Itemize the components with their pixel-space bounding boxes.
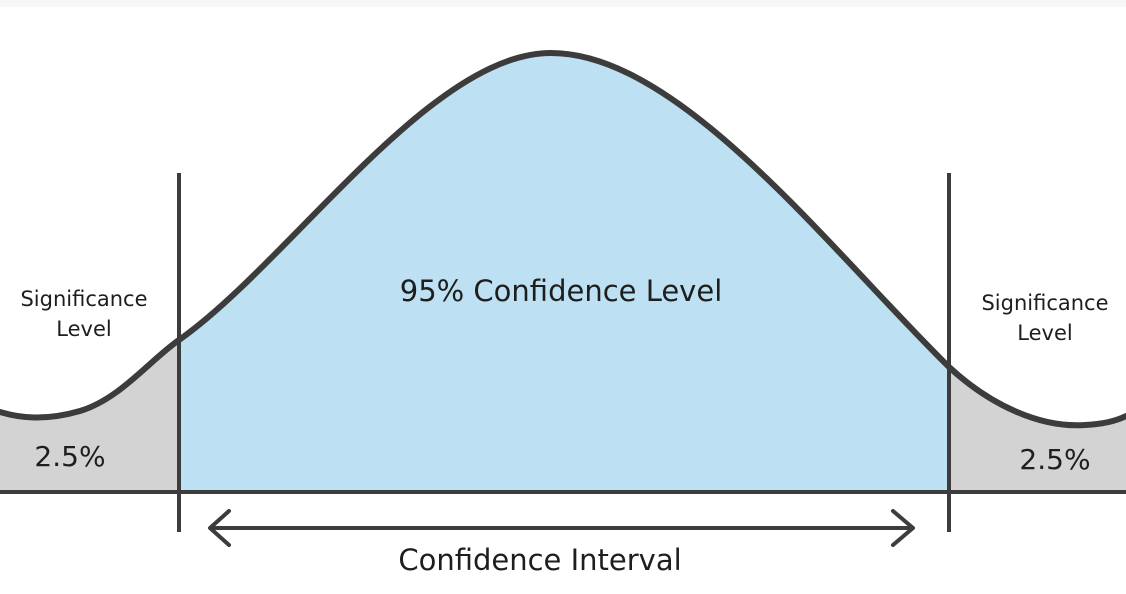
top-strip <box>0 0 1126 7</box>
confidence-interval-label: Confidence Interval <box>398 543 681 577</box>
arrow-right-head-icon <box>891 509 915 547</box>
confidence-interval-arrow <box>208 509 915 547</box>
right-significance-label-line2: Level <box>1017 321 1072 345</box>
right-tail-percent: 2.5% <box>1019 443 1090 476</box>
right-tail-area <box>949 367 1126 492</box>
left-tail-percent: 2.5% <box>34 440 105 473</box>
distribution-curve <box>0 49 1126 429</box>
right-significance-label-line1: Significance <box>981 291 1108 315</box>
confidence-level-label: 95% Confidence Level <box>400 274 723 308</box>
left-significance-label-line2: Level <box>56 317 111 341</box>
arrow-left-head-icon <box>208 509 231 547</box>
left-significance-label-line1: Significance <box>20 287 147 311</box>
confidence-area <box>179 53 949 492</box>
